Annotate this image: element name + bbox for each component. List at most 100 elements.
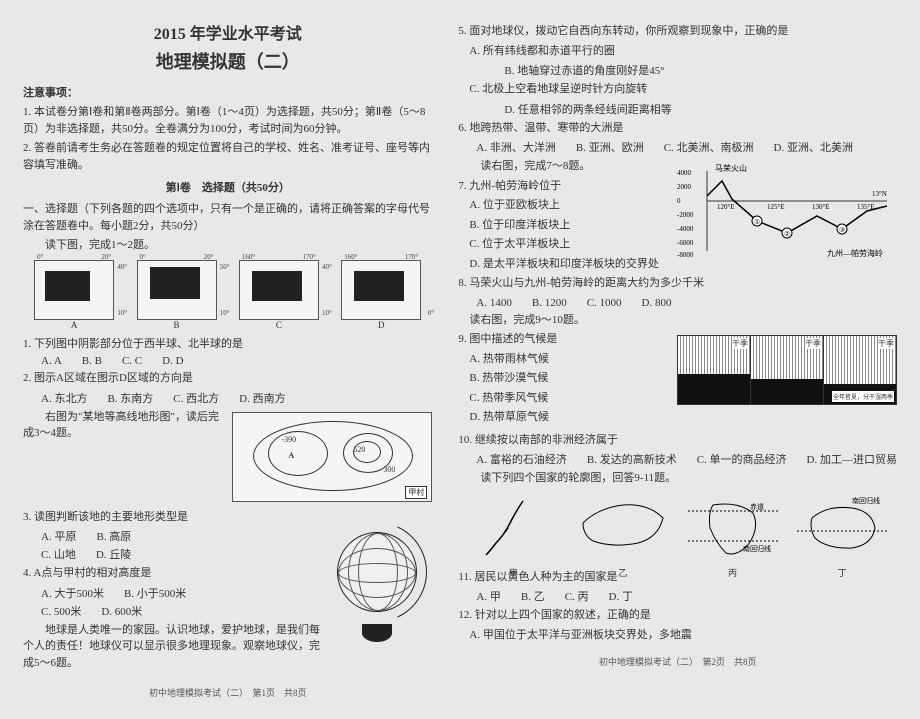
opt: D. 亚洲、北美洲 xyxy=(774,139,853,155)
height-label: 520 xyxy=(353,445,365,454)
season-label: 干季 xyxy=(878,338,894,349)
lat-label: 10° xyxy=(220,309,230,317)
opt: D. 丘陵 xyxy=(96,546,131,562)
part1-title: 第Ⅰ卷 选择题（共50分） xyxy=(23,179,432,195)
lat-label: 40° xyxy=(322,263,332,271)
opt: D. 600米 xyxy=(101,603,142,619)
q12-stem: 12. 针对以上四个国家的叙述，正确的是 xyxy=(458,607,897,624)
gridmap-d: 160° 170° 0° D xyxy=(341,260,421,330)
opt: B. 东南方 xyxy=(107,390,153,406)
map-russia: 乙 xyxy=(578,493,668,563)
q5-row2: A D. 任意相邻的两条经线间距离相等 xyxy=(476,101,897,117)
lon-label: 170° xyxy=(405,253,418,261)
svg-text:-2000: -2000 xyxy=(677,211,694,219)
left-column: 2015 年学业水平考试 地理模拟题（二） 注意事项： 1. 本试卷分第Ⅰ卷和第… xyxy=(15,20,440,699)
lon-label: 20° xyxy=(101,253,111,261)
opt: D. 800 xyxy=(642,297,672,309)
svg-text:4000: 4000 xyxy=(677,169,692,177)
opt: C. 丙 xyxy=(565,588,589,604)
svg-text:①: ① xyxy=(754,218,760,226)
opt: C. C xyxy=(122,355,142,367)
opt: B. B xyxy=(82,355,102,367)
svg-text:130°E: 130°E xyxy=(812,203,830,211)
opt: D. 丁 xyxy=(609,588,633,604)
gridmap-c: 160° 170° 40° 10° C xyxy=(239,260,319,330)
q2-options: A. 东北方 B. 东南方 C. 西北方 D. 西南方 xyxy=(41,390,432,406)
opt: A. 所有纬线都和赤道平行的圈 xyxy=(458,43,897,60)
opt: C. 500米 xyxy=(41,603,81,619)
opt: D. 西南方 xyxy=(239,390,285,406)
svg-text:马荣火山: 马荣火山 xyxy=(715,163,747,173)
opt: D. 任意相邻的两条经线间距离相等 xyxy=(504,101,671,117)
q3-options: A. 平原 B. 高原 xyxy=(41,528,301,544)
q1-options: A. A B. B C. C D. D xyxy=(41,355,432,367)
svg-text:125°E: 125°E xyxy=(767,203,785,211)
svg-text:-6000: -6000 xyxy=(677,239,694,247)
svg-text:135°E: 135°E xyxy=(857,203,875,211)
opt: A. 平原 xyxy=(41,528,76,544)
opt: A. A xyxy=(41,355,62,367)
season-label: 干季 xyxy=(732,338,748,349)
notice-head: 注意事项： xyxy=(23,84,432,100)
opt: C. 单一的商品经济 xyxy=(697,451,787,467)
lon-label: 170° xyxy=(303,253,316,261)
q8-options: A. 1400 B. 1200 C. 1000 D. 800 xyxy=(476,297,897,309)
opt: B. 乙 xyxy=(521,588,545,604)
opt: C. 西北方 xyxy=(173,390,219,406)
opt: D. 加工—进口贸易 xyxy=(807,451,897,467)
opt: D. D xyxy=(162,355,183,367)
svg-text:③: ③ xyxy=(839,226,845,234)
village-label: 甲村 xyxy=(405,486,427,499)
q3-stem: 3. 读图判断该地的主要地形类型是 xyxy=(23,509,432,526)
q4-options: A. 大于500米 B. 小于500米 xyxy=(41,585,301,601)
lon-label: 160° xyxy=(344,253,357,261)
opt: C. 北极上空看地球呈逆时针方向旋转 xyxy=(458,81,897,98)
contour-map: -390 520 300 甲村 A xyxy=(232,412,432,502)
opt: B. 高原 xyxy=(96,528,131,544)
opt: A. 富裕的石油经济 xyxy=(476,451,566,467)
map-caption: 乙 xyxy=(578,566,668,579)
map-caption: B xyxy=(137,320,217,330)
page-footer-right: 初中地理模拟考试（二） 第2页 共8页 xyxy=(458,655,897,668)
svg-text:2000: 2000 xyxy=(677,183,692,191)
lead-3-4: 右图为"某地等高线地形图"，读后完成3～4题。 xyxy=(23,409,223,442)
q5-stem: 5. 面对地球仪，拨动它自西向东转动，你所观察到现象中，正确的是 xyxy=(458,23,897,40)
subject-title: 地理模拟题（二） xyxy=(23,48,432,74)
opt: B. 亚洲、欧洲 xyxy=(576,139,644,155)
opt: B. 发达的高新技术 xyxy=(587,451,677,467)
globe-figure xyxy=(332,532,422,642)
svg-text:-4000: -4000 xyxy=(677,225,694,233)
opt: B. 1200 xyxy=(532,297,567,309)
climate-figure: 干季 干季 干季 全年皆夏，分干湿两季 xyxy=(677,335,897,405)
lead-9-10: 读右图，完成9～10题。 xyxy=(458,312,897,329)
page-footer-left: 初中地理模拟考试（二） 第1页 共8页 xyxy=(23,686,432,699)
q8-stem: 8. 马荣火山与九州-帕劳海岭的距离大约为多少千米 xyxy=(458,275,897,292)
q5-row: A B. 地轴穿过赤道的角度刚好是45° xyxy=(476,62,897,78)
svg-text:0: 0 xyxy=(677,197,681,205)
lat-label: 10° xyxy=(322,309,332,317)
svg-text:13°N: 13°N xyxy=(872,190,887,198)
lon-label: 0° xyxy=(140,253,146,261)
opt: C. 1000 xyxy=(587,297,622,309)
svg-text:南回归线: 南回归线 xyxy=(852,496,880,505)
map-caption: 丁 xyxy=(797,566,887,579)
right-column: 5. 面对地球仪，拨动它自西向东转动，你所观察到现象中，正确的是 A. 所有纬线… xyxy=(450,20,905,699)
svg-text:九州—帕劳海岭: 九州—帕劳海岭 xyxy=(827,248,883,258)
lead-5-6: 地球是人类唯一的家园。认识地球，爱护地球，是我们每个人的责任！地球仪可以显示很多… xyxy=(23,622,323,672)
gridmap-b: 0° 20° 50° 10° B xyxy=(137,260,217,330)
q10-stem: 10. 继续按以南部的非洲经济属于 xyxy=(458,432,897,449)
map-caption: 甲 xyxy=(468,566,558,579)
lon-label: 160° xyxy=(242,253,255,261)
q4-options-2: C. 500米 D. 600米 xyxy=(41,603,301,619)
q10-options: A. 富裕的石油经济 B. 发达的高新技术 C. 单一的商品经济 D. 加工—进… xyxy=(476,451,897,467)
lead-1-2: 读下图，完成1～2题。 xyxy=(23,237,432,254)
map-brazil: 赤道 南回归线 丙 xyxy=(688,493,778,563)
notice-1: 1. 本试卷分第Ⅰ卷和第Ⅱ卷两部分。第Ⅰ卷（1～4页）为选择题，共50分；第Ⅱ卷… xyxy=(23,104,432,137)
q2-stem: 2. 图示A区域在图示D区域的方向是 xyxy=(23,370,432,387)
opt: A. 东北方 xyxy=(41,390,87,406)
map-caption: 丙 xyxy=(688,566,778,579)
part1-desc: 一、选择题（下列各题的四个选项中，只有一个是正确的，请将正确答案的字母代号涂在答… xyxy=(23,201,432,234)
year-title: 2015 年学业水平考试 xyxy=(23,20,432,44)
map-caption: A xyxy=(34,320,114,330)
height-label: 300 xyxy=(383,465,395,474)
